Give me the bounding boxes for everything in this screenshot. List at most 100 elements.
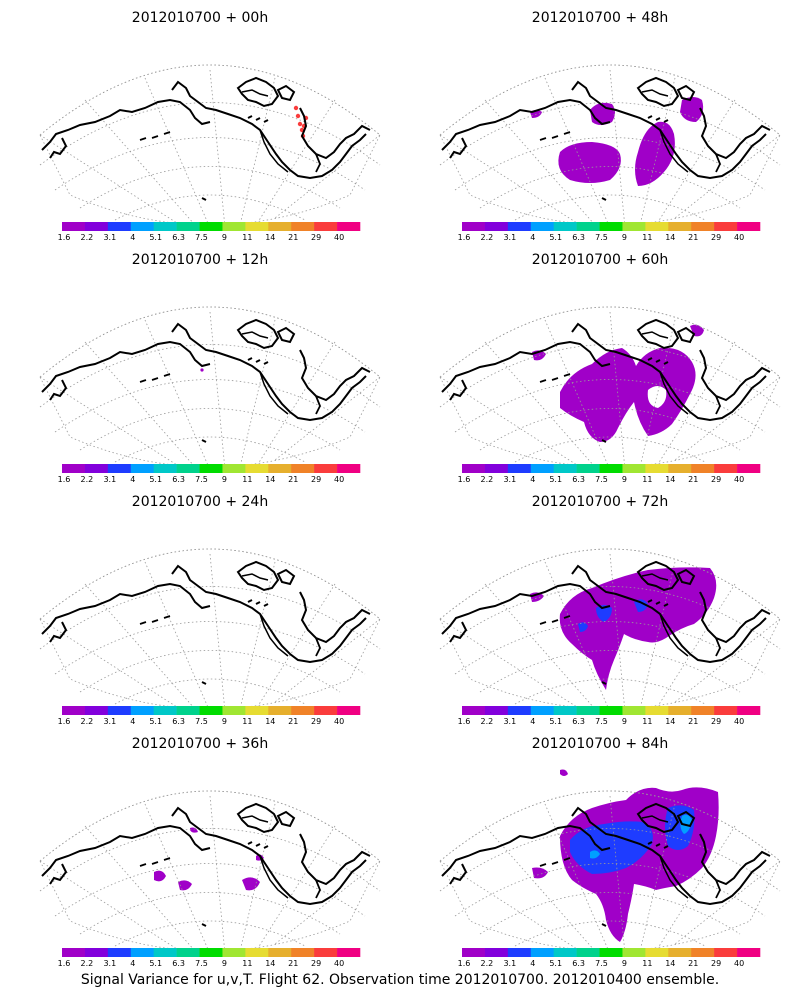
legend-swatch bbox=[62, 222, 86, 231]
variance-contour-fill bbox=[634, 599, 648, 612]
legend-tick-label: 6.3 bbox=[572, 475, 585, 484]
legend-swatch bbox=[84, 706, 109, 715]
legend-tick-label: 5.1 bbox=[149, 233, 162, 242]
color-legend: 1.6 2.2 3.1 4 5.1 6.3 7.5 9 11 14 21 29 40 bbox=[458, 222, 761, 242]
legend-tick-label: 3.1 bbox=[503, 233, 516, 242]
legend-swatch bbox=[337, 222, 361, 231]
legend-tick-label: 29 bbox=[711, 717, 721, 726]
legend-swatch bbox=[130, 706, 154, 715]
legend-swatch bbox=[737, 948, 761, 957]
legend-tick-label: 2.2 bbox=[81, 233, 94, 242]
legend-swatch bbox=[176, 222, 200, 231]
legend-swatch bbox=[62, 464, 86, 473]
legend-tick-label: 5.1 bbox=[549, 717, 562, 726]
legend-swatch bbox=[622, 464, 646, 473]
legend-tick-label: 3.1 bbox=[103, 959, 116, 968]
legend-swatch bbox=[222, 222, 246, 231]
map-panel: 2012010700 + 48h 1.6 2.2 3.1 4 5.1 6.3 7.5 9 11 14… bbox=[439, 10, 781, 242]
variance-contour-fill bbox=[578, 622, 588, 632]
legend-tick-label: 3.1 bbox=[103, 475, 116, 484]
legend-swatch bbox=[737, 706, 761, 715]
legend-swatch bbox=[691, 706, 715, 715]
legend-tick-label: 6.3 bbox=[572, 717, 585, 726]
legend-tick-label: 7.5 bbox=[195, 233, 208, 242]
variance-contour-fill bbox=[154, 870, 166, 882]
legend-tick-label: 11 bbox=[242, 475, 252, 484]
legend-tick-label: 40 bbox=[734, 959, 744, 968]
legend-swatch bbox=[462, 222, 486, 231]
legend-swatch bbox=[691, 948, 715, 957]
legend-tick-label: 7.5 bbox=[195, 717, 208, 726]
legend-tick-label: 3.1 bbox=[103, 717, 116, 726]
legend-tick-label: 1.6 bbox=[58, 475, 71, 484]
figure-footer-caption: Signal Variance for u,v,T. Flight 62. Ob… bbox=[81, 972, 719, 988]
legend-swatch bbox=[291, 706, 315, 715]
color-legend: 1.6 2.2 3.1 4 5.1 6.3 7.5 9 11 14 21 29 40 bbox=[58, 222, 361, 242]
legend-tick-label: 9 bbox=[222, 959, 227, 968]
basemap-coastline-graticule bbox=[39, 790, 381, 955]
legend-tick-label: 40 bbox=[334, 475, 344, 484]
legend-swatch bbox=[199, 948, 223, 957]
legend-swatch bbox=[484, 222, 509, 231]
map-panel: 2012010700 + 12h 1.6 2.2 3.1 4 5.1 6.3 7.5 9 11 14… bbox=[39, 252, 381, 484]
legend-tick-label: 21 bbox=[688, 475, 698, 484]
legend-tick-label: 1.6 bbox=[458, 717, 471, 726]
legend-tick-label: 6.3 bbox=[172, 233, 185, 242]
variance-contour-fill bbox=[596, 605, 612, 622]
map-panel: 2012010700 + 60h 1.6 2.2 3.1 4 5.1 6.3 7.5 9 11 14… bbox=[439, 252, 781, 484]
legend-tick-label: 7.5 bbox=[195, 959, 208, 968]
legend-tick-label: 14 bbox=[265, 475, 275, 484]
legend-swatch bbox=[714, 464, 738, 473]
legend-tick-label: 14 bbox=[665, 959, 675, 968]
legend-swatch bbox=[507, 222, 532, 231]
map-area bbox=[439, 64, 781, 229]
legend-swatch bbox=[314, 464, 338, 473]
legend-tick-label: 1.6 bbox=[458, 233, 471, 242]
map-panel: 2012010700 + 84h 1.6 2.2 3.1 4 5.1 6.3 7.5 9 11 14… bbox=[439, 736, 781, 968]
legend-tick-label: 1.6 bbox=[58, 717, 71, 726]
legend-tick-label: 1.6 bbox=[458, 475, 471, 484]
legend-swatch bbox=[668, 464, 692, 473]
legend-swatch bbox=[645, 948, 669, 957]
legend-tick-label: 2.2 bbox=[81, 959, 94, 968]
legend-tick-label: 4 bbox=[530, 233, 535, 242]
legend-tick-label: 29 bbox=[711, 959, 721, 968]
legend-tick-label: 1.6 bbox=[458, 959, 471, 968]
variance-contour-fill bbox=[680, 97, 704, 122]
variance-contour-fill bbox=[690, 324, 704, 337]
legend-swatch bbox=[107, 948, 132, 957]
legend-swatch bbox=[599, 948, 623, 957]
variance-contour-fill bbox=[178, 880, 192, 891]
legend-swatch bbox=[268, 948, 292, 957]
color-legend: 1.6 2.2 3.1 4 5.1 6.3 7.5 9 11 14 21 29 40 bbox=[458, 464, 761, 484]
legend-swatch bbox=[576, 222, 600, 231]
legend-tick-label: 14 bbox=[665, 475, 675, 484]
legend-tick-label: 2.2 bbox=[81, 475, 94, 484]
legend-swatch bbox=[153, 464, 177, 473]
legend-swatch bbox=[130, 948, 154, 957]
legend-tick-label: 21 bbox=[288, 233, 298, 242]
legend-swatch bbox=[245, 948, 269, 957]
legend-swatch bbox=[107, 464, 132, 473]
legend-tick-label: 6.3 bbox=[172, 717, 185, 726]
legend-tick-label: 4 bbox=[530, 717, 535, 726]
legend-tick-label: 14 bbox=[665, 717, 675, 726]
map-area bbox=[439, 769, 781, 955]
legend-swatch bbox=[291, 464, 315, 473]
panel-title: 2012010700 + 72h bbox=[532, 494, 668, 510]
legend-tick-label: 3.1 bbox=[503, 475, 516, 484]
legend-tick-label: 6.3 bbox=[172, 475, 185, 484]
legend-swatch bbox=[84, 464, 109, 473]
legend-tick-label: 7.5 bbox=[595, 717, 608, 726]
legend-swatch bbox=[599, 464, 623, 473]
map-area bbox=[39, 64, 381, 229]
variance-contour-fill bbox=[635, 121, 675, 186]
legend-swatch bbox=[62, 948, 86, 957]
basemap-coastline-graticule bbox=[39, 306, 381, 471]
color-legend: 1.6 2.2 3.1 4 5.1 6.3 7.5 9 11 14 21 29 40 bbox=[58, 464, 361, 484]
legend-swatch bbox=[484, 464, 509, 473]
variance-contour-fill bbox=[560, 769, 568, 776]
legend-swatch bbox=[622, 948, 646, 957]
variance-contour-fill bbox=[532, 867, 548, 879]
